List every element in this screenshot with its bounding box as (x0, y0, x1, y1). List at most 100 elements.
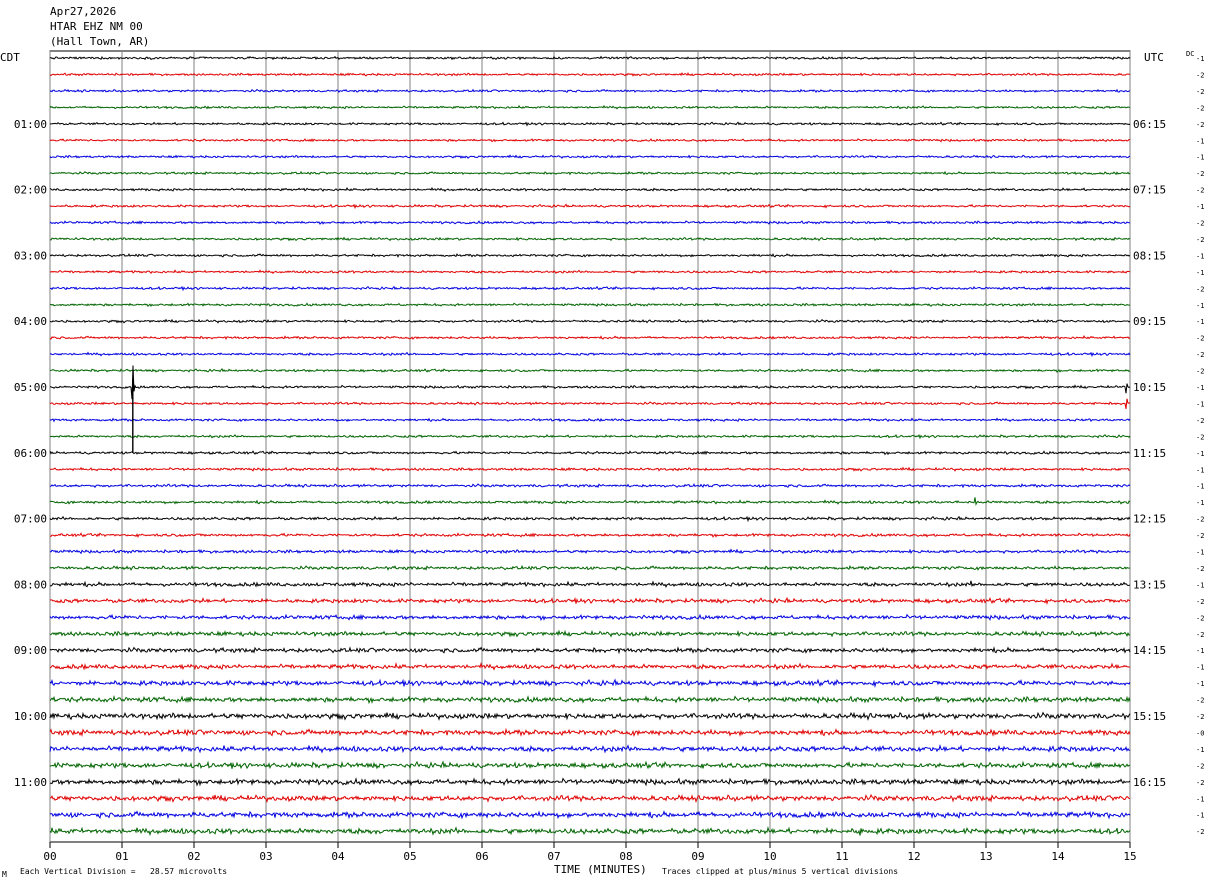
dc-offset-label: -2 (1196, 121, 1204, 129)
dc-offset-label: -1 (1196, 680, 1204, 688)
dc-offset-label: -2 (1196, 779, 1204, 787)
x-axis-title: TIME (MINUTES) (554, 863, 647, 876)
trace-line-8 (49, 187, 1131, 192)
trace-line-42 (49, 744, 1131, 754)
right-hour-label: 06:15 (1133, 118, 1166, 131)
dc-offset-label: -1 (1196, 499, 1204, 507)
left-hour-label: 01:00 (14, 118, 47, 131)
dc-offset-label: -1 (1196, 795, 1204, 803)
right-hour-label: 15:15 (1133, 710, 1166, 723)
dc-label: DC (1186, 50, 1194, 58)
header-station: HTAR EHZ NM 00 (50, 20, 143, 33)
right-hour-label: 07:15 (1133, 184, 1166, 197)
left-hour-label: 04:00 (14, 315, 47, 328)
dc-offset-label: -2 (1196, 532, 1204, 540)
right-hour-label: 08:15 (1133, 249, 1166, 262)
dc-offset-label: -1 (1196, 812, 1204, 820)
trace-line-41 (49, 727, 1131, 737)
left-hour-label: 03:00 (14, 249, 47, 262)
trace-line-34 (49, 613, 1131, 622)
dc-offset-label: -2 (1196, 285, 1204, 293)
trace-line-0 (49, 55, 1131, 61)
left-hour-label: 10:00 (14, 710, 47, 723)
trace-line-22 (49, 417, 1131, 423)
trace-line-46 (49, 810, 1131, 820)
scale-note: Each Vertical Division = 28.57 microvolt… (20, 867, 228, 876)
left-hour-label: 02:00 (14, 184, 47, 197)
left-hour-label: 09:00 (14, 644, 47, 657)
dc-offset-label: -2 (1196, 697, 1204, 705)
trace-line-1 (49, 72, 1131, 77)
x-tick-label: 08 (619, 850, 632, 863)
left-hour-label: 06:00 (14, 447, 47, 460)
left-hour-label: 11:00 (14, 776, 47, 789)
dc-offset-label: -0 (1196, 729, 1204, 737)
left-hour-label: 05:00 (14, 381, 47, 394)
trace-line-33 (49, 596, 1131, 605)
trace-line-24 (49, 450, 1131, 456)
dc-offset-label: -2 (1196, 104, 1204, 112)
left-hour-label: 08:00 (14, 578, 47, 591)
dc-offset-label: -2 (1196, 417, 1204, 425)
dc-offset-label: -1 (1196, 746, 1204, 754)
dc-offset-label: -1 (1196, 466, 1204, 474)
dc-offset-label: -1 (1196, 450, 1204, 458)
plot-frame (49, 50, 1131, 843)
trace-line-38 (49, 678, 1131, 688)
trace-line-9 (49, 203, 1131, 210)
dc-offset-label: -1 (1196, 647, 1204, 655)
trace-line-45 (49, 793, 1131, 803)
x-tick-label: 13 (979, 850, 992, 863)
right-hour-label: 14:15 (1133, 644, 1166, 657)
trace-line-32 (49, 580, 1131, 589)
dc-offset-label: -1 (1196, 384, 1204, 392)
trace-line-47 (49, 826, 1131, 837)
x-tick-label: 05 (403, 850, 416, 863)
trace-line-23 (49, 433, 1131, 440)
trace-line-19 (49, 367, 1131, 374)
dc-offset-label: -2 (1196, 335, 1204, 343)
trace-line-2 (49, 88, 1131, 94)
x-tick-label: 14 (1051, 850, 1065, 863)
trace-line-28 (49, 515, 1131, 523)
dc-offset-label: -2 (1196, 614, 1204, 622)
trace-line-10 (49, 220, 1131, 225)
right-hour-label: 10:15 (1133, 381, 1166, 394)
dc-offset-label: -2 (1196, 368, 1204, 376)
trace-line-26 (49, 483, 1131, 489)
trace-line-7 (49, 170, 1131, 176)
trace-line-44 (49, 777, 1131, 787)
trace-line-17 (49, 335, 1131, 340)
trace-line-20 (49, 365, 1131, 400)
x-tick-label: 11 (835, 850, 848, 863)
x-tick-label: 07 (547, 850, 560, 863)
dc-offset-label: -1 (1196, 137, 1204, 145)
right-hour-label: 16:15 (1133, 776, 1166, 789)
trace-line-36 (49, 646, 1131, 655)
header-location: (Hall Town, AR) (50, 35, 150, 48)
trace-line-11 (49, 236, 1131, 242)
trace-line-21 (49, 398, 1131, 409)
dc-offset-label: -1 (1196, 252, 1204, 260)
trace-line-40 (49, 711, 1131, 721)
trace-line-30 (49, 548, 1131, 555)
dc-offset-label: -1 (1196, 203, 1204, 211)
dc-offset-label: -1 (1196, 269, 1204, 277)
corner-mark: M (2, 870, 7, 879)
dc-offset-label: -2 (1196, 170, 1204, 178)
dc-offset-label: -2 (1196, 828, 1204, 836)
x-tick-label: 03 (259, 850, 272, 863)
left-hour-label: 07:00 (14, 513, 47, 526)
x-tick-label: 15 (1123, 850, 1136, 863)
right-hour-label: 11:15 (1133, 447, 1166, 460)
right-hour-label: 12:15 (1133, 513, 1166, 526)
right-axis-label: UTC (1144, 51, 1164, 64)
trace-line-27 (49, 497, 1131, 507)
right-hour-label: 09:15 (1133, 315, 1166, 328)
x-tick-label: 12 (907, 850, 920, 863)
trace-line-12 (49, 253, 1131, 258)
dc-offset-label: -1 (1196, 549, 1204, 557)
dc-offset-label: -2 (1196, 631, 1204, 639)
dc-offset-label: -2 (1196, 762, 1204, 770)
dc-offset-label: -1 (1196, 581, 1204, 589)
